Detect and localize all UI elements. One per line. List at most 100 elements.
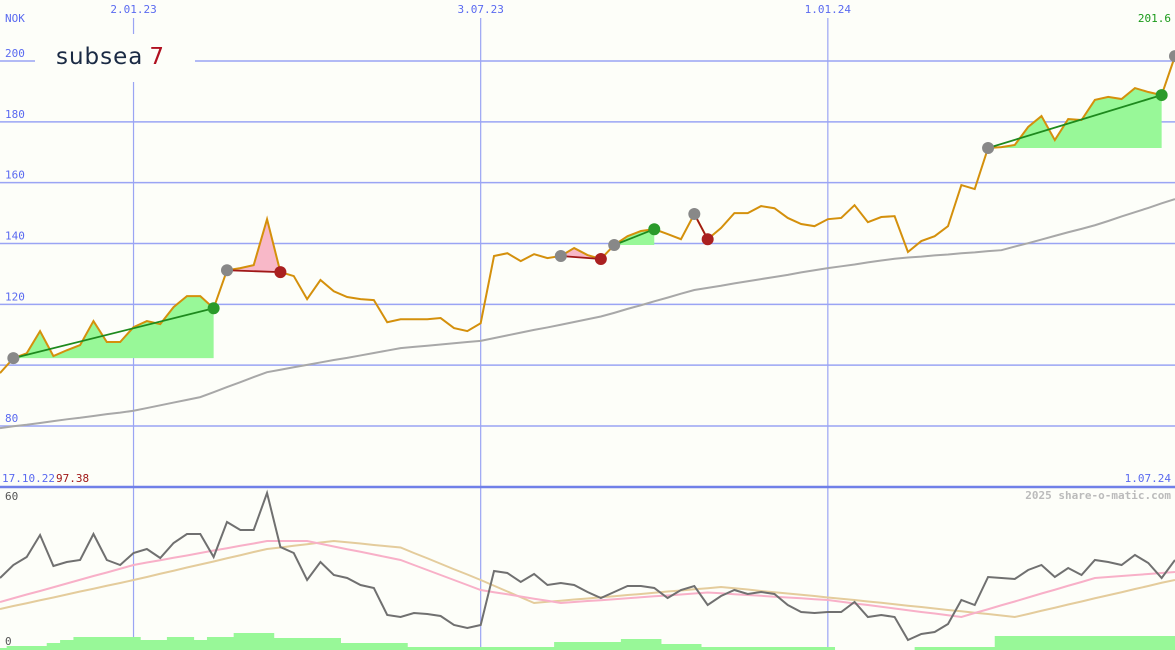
sell-signal-marker — [594, 253, 607, 266]
volume-bar — [300, 638, 315, 650]
volume-bar — [1088, 636, 1103, 650]
volume-bar — [180, 637, 195, 650]
volume-bar — [247, 633, 261, 650]
volume-bar — [794, 647, 809, 650]
signal-start-marker — [7, 352, 20, 365]
volume-bar — [687, 644, 702, 650]
fast-signal-line — [0, 540, 1175, 619]
start-value-label: 97.38 — [56, 472, 90, 485]
uptrend-line — [13, 307, 214, 360]
uptrend-line — [613, 228, 655, 246]
buy-signal-marker — [648, 223, 661, 236]
volume-bar — [433, 647, 448, 650]
volume-bar — [166, 637, 181, 650]
subsea7-logo: subsea 7 — [50, 44, 172, 70]
volume-bar — [994, 636, 1009, 650]
volume-bar — [1168, 636, 1175, 650]
volume-bar — [220, 637, 235, 650]
volume-bar — [233, 633, 248, 650]
volume-bar — [474, 647, 488, 650]
buy-signal-marker — [207, 302, 220, 315]
uptrend-fill — [988, 88, 1162, 148]
last-price-marker — [1169, 50, 1175, 63]
volume-bar — [340, 643, 355, 650]
volume-bar — [714, 647, 729, 650]
volume-bar — [100, 637, 114, 650]
volume-bar — [1048, 636, 1063, 650]
volume-bar — [807, 647, 822, 650]
downtrend-fill — [226, 219, 281, 273]
start-date-label: 17.10.22 — [2, 472, 55, 485]
volume-bar — [540, 647, 555, 650]
y-tick-label: 160 — [5, 169, 25, 182]
volume-bar — [287, 638, 301, 650]
volume-bar — [500, 647, 515, 650]
volume-bar — [460, 647, 475, 650]
volume-bar — [727, 647, 742, 650]
sell-signal-marker — [701, 233, 714, 246]
signal-start-marker — [688, 207, 701, 220]
volume-bar — [153, 640, 168, 650]
volume-bar — [754, 647, 769, 650]
uptrend-fill — [13, 296, 214, 359]
volume-bar — [353, 643, 368, 650]
volume-bar — [273, 638, 288, 650]
volume-bar — [914, 647, 929, 650]
volume-bar — [594, 642, 609, 650]
volume-bar — [514, 647, 528, 650]
signal-start-marker — [982, 141, 995, 154]
oscillator-line — [0, 489, 1175, 642]
x-tick-label: 2.01.23 — [110, 3, 156, 16]
volume-bar — [193, 640, 208, 650]
volume-bar — [821, 647, 836, 650]
volume-bar — [741, 647, 755, 650]
volume-bar — [674, 644, 689, 650]
y-tick-label: 120 — [5, 290, 25, 303]
currency-label: NOK — [5, 12, 25, 25]
downtrend-line — [560, 255, 601, 260]
signal-start-marker — [608, 239, 621, 252]
sell-signal-marker — [274, 266, 287, 279]
volume-bar — [1008, 636, 1022, 650]
volume-bar — [1128, 636, 1143, 650]
volume-bar — [968, 647, 982, 650]
volume-bar — [567, 642, 582, 650]
volume-bar — [580, 642, 595, 650]
oscillator-tick-label: 60 — [5, 490, 18, 503]
volume-bar — [113, 637, 128, 650]
y-tick-label: 140 — [5, 230, 25, 243]
volume-bar — [954, 647, 969, 650]
volume-bar — [260, 633, 275, 650]
last-value-label: 201.6 — [1137, 12, 1171, 25]
downtrend-line — [226, 269, 281, 273]
volume-bar — [981, 647, 996, 650]
volume-bar — [327, 638, 341, 650]
volume-bar — [46, 643, 61, 650]
volume-bar — [554, 642, 568, 650]
volume-bar — [1021, 636, 1036, 650]
volume-bar — [206, 637, 221, 650]
volume-bar — [941, 647, 956, 650]
y-tick-label: 180 — [5, 108, 25, 121]
x-tick-label: 1.01.24 — [805, 3, 852, 16]
volume-bar — [1061, 636, 1076, 650]
volume-bar — [700, 647, 715, 650]
copyright-label: 2025 share-o-matic.com — [1025, 489, 1171, 502]
volume-bar — [1141, 636, 1156, 650]
volume-bar — [660, 644, 675, 650]
volume-bar — [781, 647, 795, 650]
volume-bar — [393, 643, 408, 650]
volume-bar — [407, 647, 422, 650]
volume-bar — [367, 643, 382, 650]
volume-bar — [527, 647, 542, 650]
price-line — [0, 55, 1175, 374]
volume-bar — [73, 637, 88, 650]
volume-bar — [1074, 636, 1089, 650]
volume-bar — [1114, 636, 1129, 650]
signal-start-marker — [554, 249, 567, 262]
volume-bar — [620, 639, 635, 650]
volume-bar — [1154, 636, 1169, 650]
volume-bar — [313, 638, 328, 650]
